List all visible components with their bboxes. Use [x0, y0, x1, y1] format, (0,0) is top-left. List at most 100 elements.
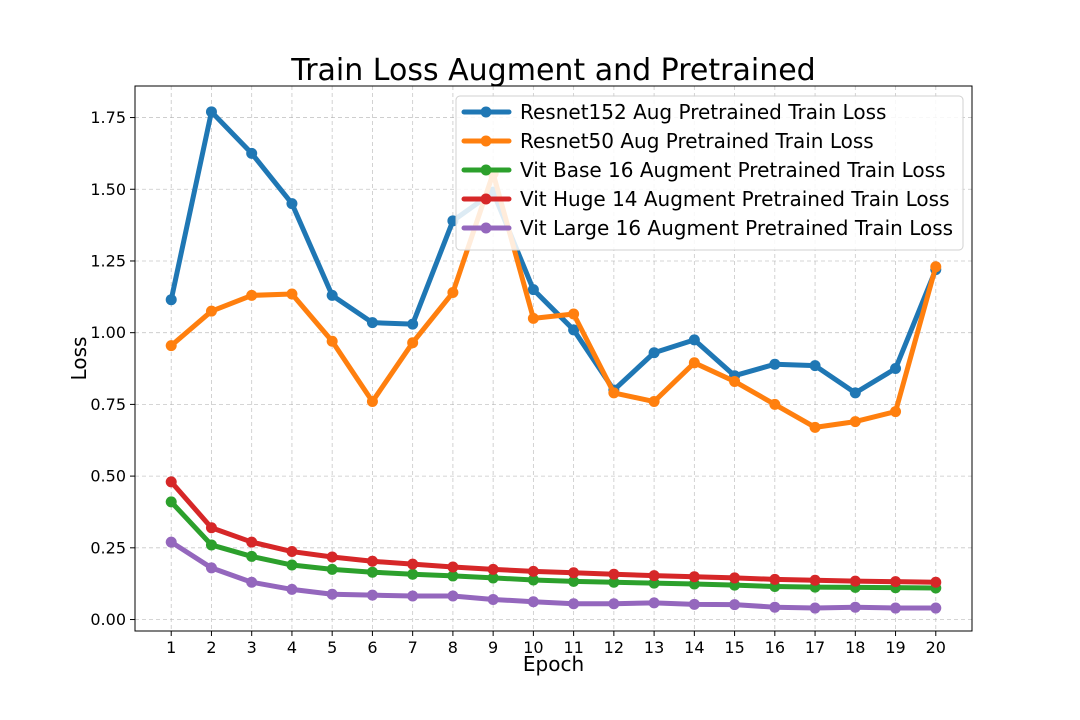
- legend-label: Resnet152 Aug Pretrained Train Loss: [520, 100, 886, 124]
- data-point: [688, 357, 700, 369]
- data-point: [769, 358, 781, 370]
- series-line: [168, 479, 939, 585]
- data-point: [286, 198, 298, 210]
- legend-swatch-marker: [480, 106, 492, 118]
- data-point: [849, 601, 861, 613]
- data-point: [205, 106, 217, 118]
- data-point: [648, 396, 660, 408]
- data-point: [930, 261, 942, 273]
- legend-swatch-marker: [480, 164, 492, 176]
- legend-swatch-marker: [480, 222, 492, 234]
- data-point: [729, 599, 741, 611]
- legend-item: Resnet152 Aug Pretrained Train Loss: [461, 100, 886, 124]
- data-point: [447, 287, 459, 299]
- series-2: [165, 167, 942, 433]
- legend-item: Vit Base 16 Augment Pretrained Train Los…: [461, 158, 946, 182]
- data-point: [930, 602, 942, 614]
- data-point: [809, 574, 821, 586]
- x-tick-label: 11: [563, 638, 583, 657]
- data-point: [366, 396, 378, 408]
- data-point: [568, 598, 580, 610]
- data-point: [527, 284, 539, 296]
- data-point: [407, 590, 419, 602]
- data-point: [527, 565, 539, 577]
- data-point: [809, 602, 821, 614]
- data-point: [286, 559, 298, 571]
- y-tick-label: 1.00: [90, 323, 126, 342]
- data-point: [849, 387, 861, 399]
- series-3: [165, 496, 942, 594]
- y-tick-label: 0.00: [90, 610, 126, 629]
- data-point: [648, 597, 660, 609]
- x-tick-label: 15: [724, 638, 744, 657]
- series-line: [168, 539, 939, 611]
- data-point: [849, 575, 861, 587]
- data-point: [326, 563, 338, 575]
- y-tick-label: 0.50: [90, 467, 126, 486]
- series-line: [168, 170, 939, 430]
- chart-title: Train Loss Augment and Pretrained: [290, 53, 815, 88]
- x-tick-label: 2: [206, 638, 216, 657]
- data-point: [165, 476, 177, 488]
- data-point: [688, 571, 700, 583]
- data-point: [890, 406, 902, 418]
- data-point: [487, 563, 499, 575]
- data-point: [890, 602, 902, 614]
- legend-label: Resnet50 Aug Pretrained Train Loss: [520, 129, 874, 153]
- legend-item: Vit Huge 14 Augment Pretrained Train Los…: [461, 187, 950, 211]
- data-point: [809, 360, 821, 372]
- data-point: [729, 572, 741, 584]
- data-point: [890, 576, 902, 588]
- data-point: [205, 562, 217, 574]
- y-axis-ticks: 0.00 0.25 0.50 0.75 1.00 1.25 1.50 1.75: [90, 108, 135, 629]
- data-point: [648, 570, 660, 582]
- data-point: [769, 573, 781, 585]
- data-point: [246, 289, 258, 301]
- data-point: [447, 590, 459, 602]
- y-tick-label: 0.75: [90, 395, 126, 414]
- y-tick-label: 1.50: [90, 180, 126, 199]
- data-point: [729, 375, 741, 387]
- series-group: [165, 106, 942, 614]
- x-tick-label: 17: [805, 638, 825, 657]
- x-tick-label: 1: [166, 638, 176, 657]
- data-point: [769, 398, 781, 410]
- series-4: [165, 476, 942, 588]
- data-point: [608, 576, 620, 588]
- series-5: [165, 536, 942, 614]
- x-tick-label: 12: [604, 638, 624, 657]
- plot-frame: [134, 85, 973, 632]
- data-point: [487, 572, 499, 584]
- data-point: [568, 575, 580, 587]
- data-point: [246, 576, 258, 588]
- data-point: [688, 334, 700, 346]
- legend-box: [455, 95, 964, 251]
- x-tick-label: 6: [367, 638, 377, 657]
- data-point: [608, 598, 620, 610]
- y-tick-label: 1.25: [90, 251, 126, 270]
- data-point: [326, 588, 338, 600]
- data-point: [407, 337, 419, 349]
- y-tick-label: 0.25: [90, 538, 126, 557]
- x-tick-label: 4: [287, 638, 297, 657]
- data-point: [205, 522, 217, 534]
- data-point: [527, 312, 539, 324]
- data-point: [246, 536, 258, 548]
- x-tick-label: 8: [448, 638, 458, 657]
- x-tick-label: 13: [644, 638, 664, 657]
- data-point: [366, 555, 378, 567]
- legend-item: Resnet50 Aug Pretrained Train Loss: [461, 129, 874, 153]
- data-point: [165, 536, 177, 548]
- data-point: [407, 318, 419, 330]
- y-axis-title: Loss: [67, 337, 91, 381]
- data-point: [568, 308, 580, 320]
- data-point: [648, 347, 660, 359]
- data-point: [286, 546, 298, 558]
- x-tick-label: 19: [885, 638, 905, 657]
- data-point: [326, 289, 338, 301]
- data-point: [608, 568, 620, 580]
- data-point: [930, 576, 942, 588]
- x-tick-label: 5: [327, 638, 337, 657]
- y-tick-label: 1.75: [90, 108, 126, 127]
